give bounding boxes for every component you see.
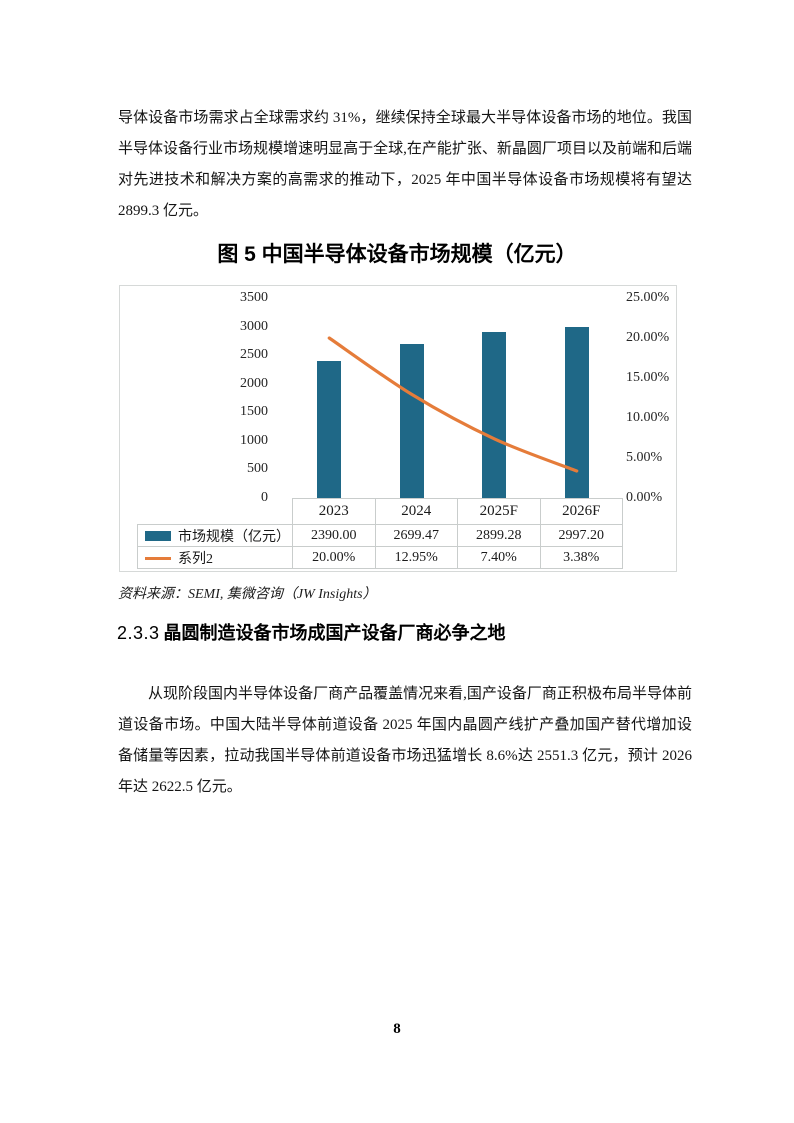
bar-legend-swatch-icon [145, 531, 171, 542]
right-axis-tick: 10.00% [626, 410, 670, 425]
section-heading: 2.3.3 晶圆制造设备市场成国产设备厂商必争之地 [117, 618, 717, 648]
table-corner-blank [138, 499, 293, 525]
left-axis-tick: 2000 [240, 375, 268, 391]
market-size-bar [482, 332, 507, 498]
left-axis-tick: 1500 [240, 404, 268, 420]
series-name: 市场规模（亿元） [178, 529, 290, 545]
left-axis-tick: 0 [261, 490, 268, 505]
table-row: 市场规模（亿元） 2390.00 2699.47 2899.28 2997.20 [137, 524, 623, 547]
figure-chart: 3500 3000 2500 2000 1500 1000 500 0 25.00% 20.00%… [119, 285, 677, 572]
paragraph-market-overview: 导体设备市场需求占全球需求约 31%，继续保持全球最大半导体设备市场的地位。我国… [118, 110, 692, 219]
left-axis-tick: 3500 [240, 290, 268, 305]
right-axis-tick: 5.00% [626, 450, 663, 465]
market-size-bar [399, 343, 424, 498]
value-cell: 20.00% [292, 546, 376, 569]
line-legend-swatch-icon [145, 556, 171, 560]
left-axis-tick: 500 [247, 461, 268, 477]
right-axis-tick: 20.00% [626, 330, 670, 345]
value-cell: 7.40% [457, 546, 541, 569]
value-cell: 12.95% [374, 546, 458, 569]
section-title: 晶圆制造设备市场成国产设备厂商必争之地 [163, 623, 506, 643]
left-axis-tick: 1000 [240, 432, 268, 448]
series-name: 系列2 [178, 551, 213, 567]
value-cell: 2390.00 [292, 524, 376, 547]
legend-cell: 系列2 [137, 546, 293, 569]
value-cell: 3.38% [539, 546, 623, 569]
chart-data-table: 2023 2024 2025F 2026F 市场规模（亿元） 2390.00 2699.47… [137, 498, 623, 569]
left-axis-tick: 2500 [240, 347, 268, 363]
category-label: 2023 [292, 498, 376, 525]
right-axis-tick: 15.00% [626, 370, 670, 385]
table-row: 系列2 20.00% 12.95% 7.40% 3.38% [137, 546, 623, 569]
left-axis-tick: 3000 [240, 318, 268, 334]
value-cell: 2997.20 [539, 524, 623, 547]
paragraph-wafer-equipment: 从现阶段国内半导体设备厂商产品覆盖情况来看,国产设备厂商正积极布局半导体前道设备… [118, 686, 692, 795]
right-axis-tick: 25.00% [626, 290, 670, 305]
value-cell: 2899.28 [457, 524, 541, 547]
growth-rate-trend-line [327, 336, 579, 473]
figure-caption: 图 5 中国半导体设备市场规模（亿元） [217, 243, 577, 266]
right-axis-tick: 0.00% [626, 490, 663, 505]
category-label: 2026F [539, 498, 623, 525]
market-size-bar [317, 361, 342, 498]
legend-cell: 市场规模（亿元） [137, 524, 293, 547]
figure-source: 资料来源：SEMI, 集微咨询（JW Insights） [118, 587, 377, 602]
section-number: 2.3.3 [117, 623, 160, 643]
category-label: 2024 [374, 498, 458, 525]
category-label: 2025F [457, 498, 541, 525]
value-cell: 2699.47 [374, 524, 458, 547]
page-number: 8 [393, 1021, 401, 1037]
